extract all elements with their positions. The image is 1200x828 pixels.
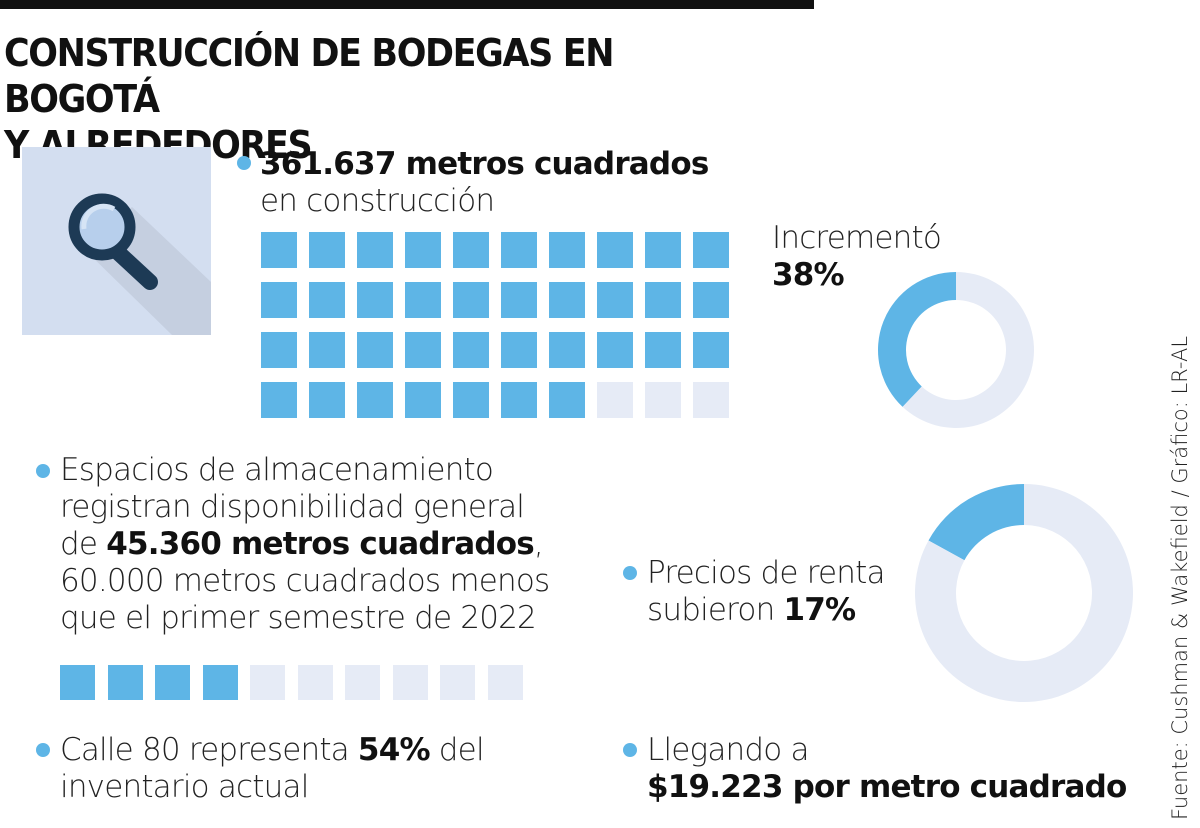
waffle-square-filled	[693, 282, 729, 318]
bullet-icon	[36, 743, 50, 757]
source-credit: Fuente: Cushman & Wakefield / Gráfico: L…	[1168, 335, 1192, 820]
waffle-square-empty	[250, 665, 285, 700]
waffle-square-empty	[487, 665, 523, 700]
waffle-square-filled	[549, 282, 585, 318]
waffle-square-filled	[60, 665, 95, 700]
bullet-icon	[36, 464, 50, 478]
waffle-square-filled	[357, 382, 393, 418]
waffle-square-filled	[261, 232, 297, 268]
price-text: Llegando a $19.223 por metro cuadrado	[647, 732, 1127, 805]
waffle-square-filled	[453, 382, 489, 418]
waffle-square-filled	[693, 232, 729, 268]
waffle-square-empty	[392, 665, 428, 700]
waffle-square-filled	[357, 332, 393, 368]
waffle-square-filled	[453, 332, 489, 368]
waffle-square-filled	[107, 665, 143, 700]
waffle-square-filled	[309, 332, 345, 368]
waffle-square-filled	[261, 382, 297, 418]
bullet-icon	[623, 743, 637, 757]
waffle-square-filled	[645, 332, 681, 368]
increment-text: Incrementó 38%	[772, 220, 942, 293]
waffle-square-empty	[297, 665, 333, 700]
waffle-square-empty	[440, 665, 475, 700]
waffle-square-filled	[549, 382, 585, 418]
waffle-square-filled	[501, 232, 537, 268]
donut-incremento	[878, 272, 1034, 428]
waffle-square-empty	[345, 665, 380, 700]
waffle-square-filled	[501, 382, 537, 418]
availability-text: Espacios de almacenamiento registran disp…	[60, 452, 550, 636]
waffle-square-filled	[549, 332, 585, 368]
waffle-square-filled	[309, 282, 345, 318]
waffle-square-filled	[693, 332, 729, 368]
waffle-square-filled	[405, 332, 441, 368]
waffle-square-filled	[357, 232, 393, 268]
donut-slice-rest	[915, 484, 1133, 702]
waffle-square-empty	[597, 382, 633, 418]
waffle-square-filled	[501, 332, 537, 368]
waffle-square-filled	[501, 282, 537, 318]
page-title: CONSTRUCCIÓN DE BODEGAS EN BOGOTÁ Y ALRED…	[4, 31, 615, 167]
waffle-square-empty	[693, 382, 729, 418]
waffle-square-filled	[453, 282, 489, 318]
bullet-icon	[623, 566, 637, 580]
donut-precios	[915, 484, 1133, 702]
top-rule	[0, 0, 814, 9]
waffle-square-filled	[261, 332, 297, 368]
donut-slice-value	[928, 484, 1024, 561]
waffle-square-filled	[645, 232, 681, 268]
waffle-square-filled	[645, 282, 681, 318]
waffle-square-filled	[309, 382, 345, 418]
waffle-square-filled	[202, 665, 238, 700]
waffle-square-filled	[597, 282, 633, 318]
construction-text: 361.637 metros cuadrados en construcción	[260, 146, 709, 219]
donut-slice-value	[878, 272, 956, 407]
waffle-square-filled	[405, 382, 441, 418]
waffle-square-filled	[597, 332, 633, 368]
magnifying-glass-icon	[22, 147, 211, 335]
bullet-icon	[237, 156, 251, 170]
rent-text: Precios de renta subieron 17%	[647, 555, 885, 628]
waffle-square-filled	[405, 232, 441, 268]
calle80-text: Calle 80 representa 54% del inventario ac…	[60, 732, 485, 805]
waffle-square-filled	[357, 282, 393, 318]
waffle-square-filled	[155, 665, 190, 700]
waffle-square-filled	[549, 232, 585, 268]
waffle-square-filled	[453, 232, 489, 268]
waffle-square-empty	[645, 382, 681, 418]
waffle-square-filled	[309, 232, 345, 268]
waffle-square-filled	[261, 282, 297, 318]
waffle-square-filled	[405, 282, 441, 318]
donut-slice-rest	[902, 272, 1034, 428]
waffle-square-filled	[597, 232, 633, 268]
